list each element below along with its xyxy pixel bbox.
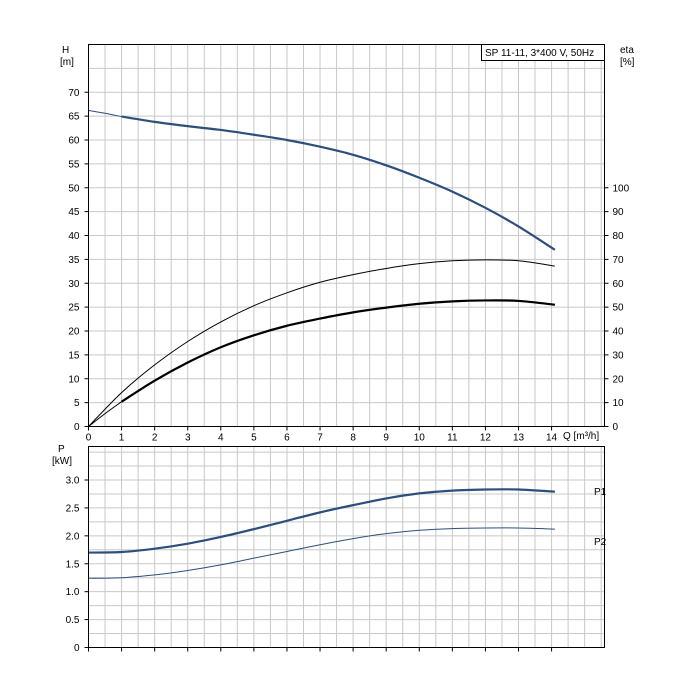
series-line-eta-thin [88, 259, 555, 427]
h-tick-label: 35 [68, 255, 80, 266]
top-chart-grid [88, 44, 605, 427]
h-tick-label: 20 [68, 327, 80, 338]
eta-tick-label: 100 [613, 183, 630, 194]
x-tick-label: 14 [546, 433, 558, 444]
x-tick-label: 13 [513, 433, 525, 444]
x-tick-label: 7 [317, 433, 323, 444]
p-tick-label: 3.0 [66, 476, 80, 487]
h-tick-label: 30 [68, 279, 80, 290]
eta-axis-title-line2: [%] [620, 57, 635, 68]
p-tick-label: 0 [74, 643, 80, 654]
eta-axis-title: eta [%] [620, 45, 637, 68]
series-label-p1: P1 [594, 487, 607, 498]
h-axis-title: H [m] [60, 45, 74, 68]
series-line-eta-ext [88, 401, 122, 427]
h-tick-label: 40 [68, 231, 80, 242]
series-line-H [121, 115, 556, 251]
eta-tick-label: 20 [613, 374, 625, 385]
h-tick-label: 0 [74, 422, 80, 433]
p-axis-title-line1: P [58, 444, 65, 455]
chart-title: SP 11-11, 3*400 V, 50Hz [485, 48, 594, 59]
eta-tick-label: 60 [613, 279, 625, 290]
series-label-p2: P2 [594, 537, 607, 548]
h-tick-label: 15 [68, 350, 80, 361]
x-tick-label: 2 [152, 433, 158, 444]
h-tick-label: 10 [68, 374, 80, 385]
eta-tick-label: 0 [613, 422, 619, 433]
p-tick-label: 2.0 [66, 531, 80, 542]
p-tick-label: 2.5 [66, 503, 80, 514]
h-tick-label: 70 [68, 88, 80, 99]
h-axis-title-line1: H [62, 45, 69, 56]
h-tick-label: 50 [68, 183, 80, 194]
x-axis-title: Q [m³/h] [563, 431, 599, 442]
x-tick-label: 10 [414, 433, 426, 444]
x-tick-label: 9 [383, 433, 389, 444]
h-tick-label: 55 [68, 159, 80, 170]
x-tick-label: 11 [447, 433, 458, 444]
series-line-eta-thick [120, 299, 555, 403]
h-tick-label: 45 [68, 207, 80, 218]
p-tick-label: 1.0 [66, 587, 80, 598]
title-box [481, 44, 605, 61]
eta-tick-label: 70 [613, 255, 625, 266]
h-axis-title-line2: [m] [60, 57, 74, 68]
p-tick-label: 1.5 [66, 559, 80, 570]
x-tick-label: 6 [284, 433, 290, 444]
series-line-P2 [88, 527, 555, 579]
top-chart-axes: 0 1 2 3 4 5 6 7 8 9 10 11 12 13 1405101520253035404550… [68, 88, 629, 444]
h-tick-label: 25 [68, 303, 80, 314]
x-tick-label: 1 [119, 433, 125, 444]
eta-tick-label: 50 [613, 303, 625, 314]
x-tick-label: 5 [251, 433, 257, 444]
x-tick-label: 12 [480, 433, 492, 444]
series-line-P1 [88, 488, 555, 554]
p-axis-title-line2: [kW] [52, 456, 72, 467]
eta-axis-title-line1: eta [620, 45, 634, 56]
x-tick-label: 8 [350, 433, 356, 444]
p-axis-title: P [kW] [52, 444, 72, 467]
eta-tick-label: 10 [613, 398, 625, 409]
h-tick-label: 60 [68, 136, 80, 147]
h-tick-label: 65 [68, 112, 80, 123]
bottom-plot-frame [88, 446, 605, 648]
eta-tick-label: 90 [613, 207, 625, 218]
p-tick-label: 0.5 [66, 615, 80, 626]
bottom-chart-series [88, 488, 555, 579]
x-tick-label: 0 [86, 433, 92, 444]
bottom-chart-axes: 0 0.5 1.0 1.5 2.0 2.5 3.0 [66, 476, 553, 654]
x-tick-label: 4 [218, 433, 224, 444]
eta-tick-label: 40 [613, 327, 625, 338]
eta-tick-label: 80 [613, 231, 625, 242]
h-tick-label: 5 [74, 398, 80, 409]
series-line-H-ext [88, 109, 122, 118]
top-chart-series [88, 109, 556, 427]
eta-tick-label: 30 [613, 350, 625, 361]
x-tick-label: 3 [185, 433, 191, 444]
